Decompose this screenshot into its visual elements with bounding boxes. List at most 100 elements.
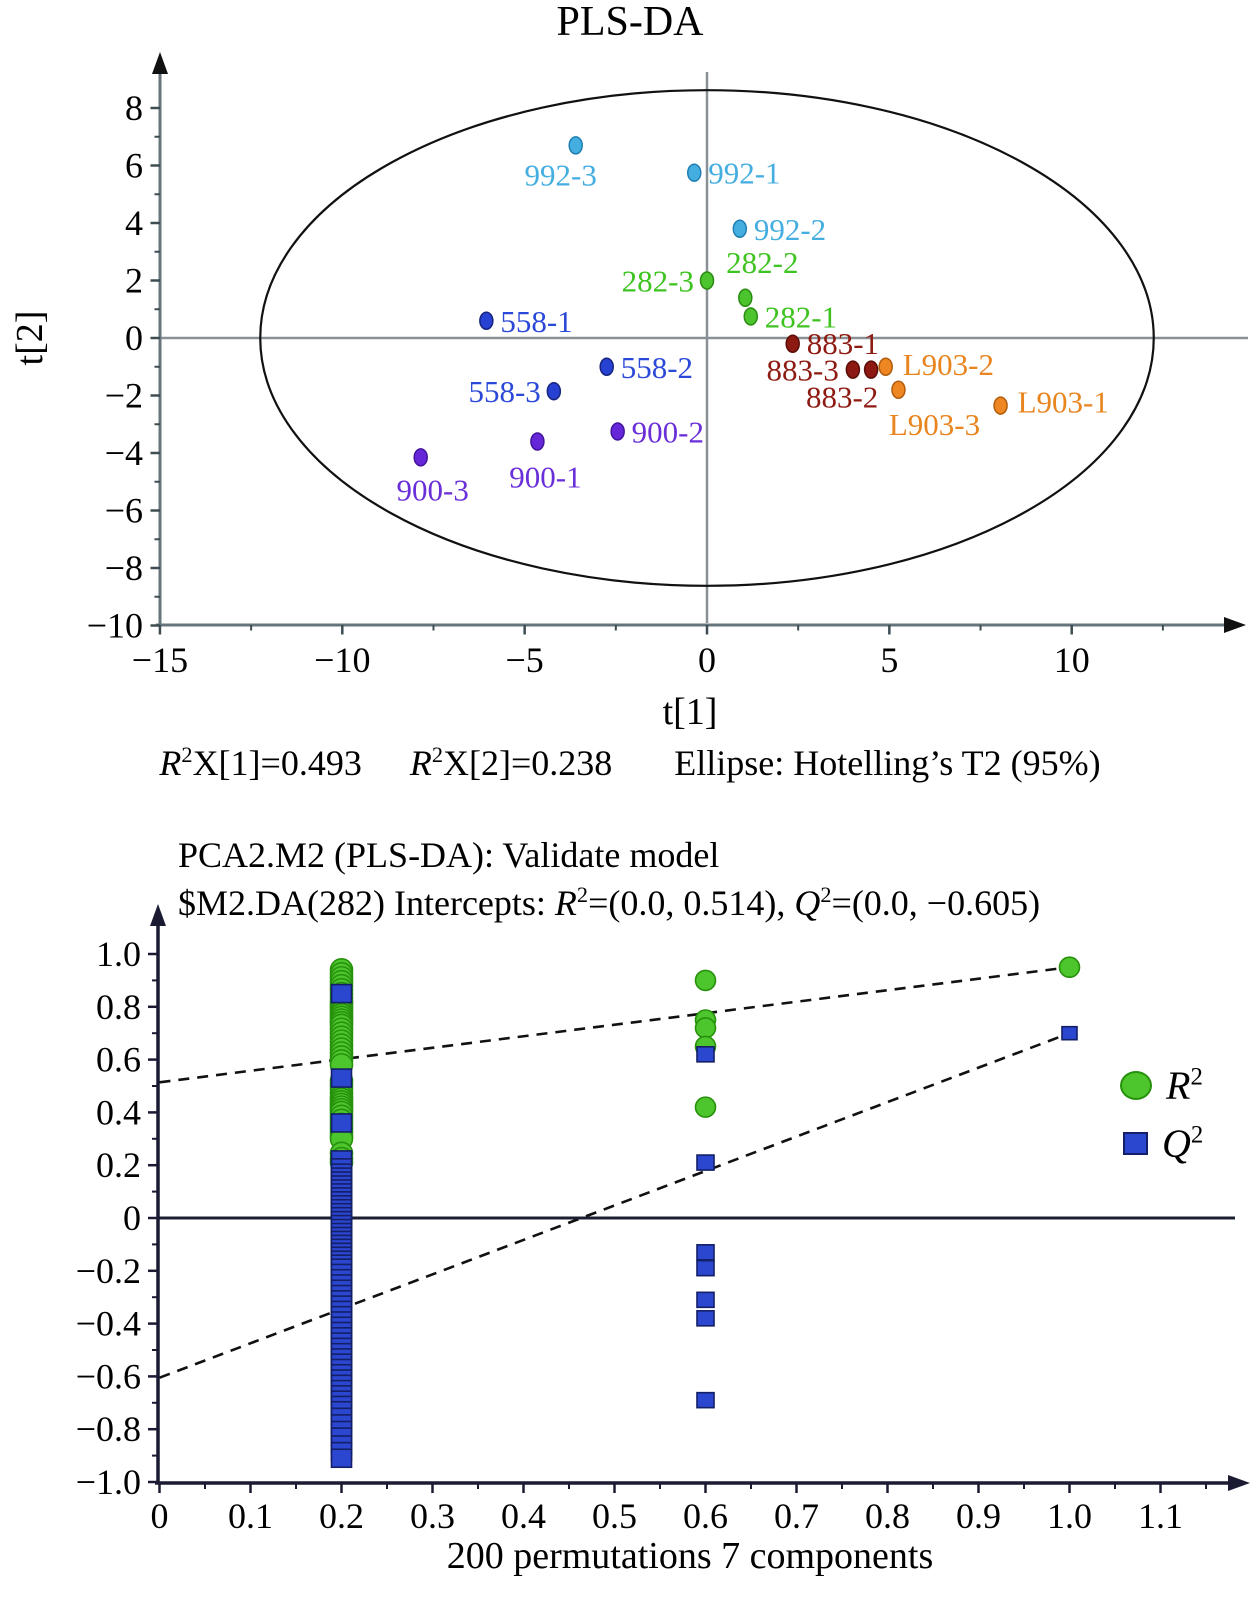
plot1-subtitle: R2X[1]=0.493 R2X[2]=0.238 Ellipse: Hotelli… xyxy=(0,742,1260,784)
plot1-y-tick-label: −4 xyxy=(105,433,143,473)
plot1-y-tick-label: −6 xyxy=(105,491,143,531)
point-label-L903-1: L903-1 xyxy=(1018,385,1109,420)
point-label-558-1: 558-1 xyxy=(500,304,572,339)
plot2-y-tick-label: 0.8 xyxy=(96,987,141,1027)
data-point-900-1 xyxy=(530,432,545,451)
q2-point xyxy=(696,1154,715,1171)
plot1-y-tick-label: 0 xyxy=(125,318,143,358)
hotelling-t2-ellipse xyxy=(259,89,1155,587)
data-point-992-2 xyxy=(732,219,748,238)
point-label-282-3: 282-3 xyxy=(622,264,694,299)
plot2-xlabel: 200 permutations 7 components xyxy=(446,1535,934,1577)
plot1-x-axis-title: t[1] xyxy=(663,691,718,733)
point-label-L903-3: L903-3 xyxy=(889,407,980,442)
q2-point xyxy=(330,983,353,1004)
point-label-900-1: 900-1 xyxy=(509,460,581,495)
legend-item-q2: Q2 xyxy=(1120,1114,1203,1172)
data-point-558-1 xyxy=(479,311,494,330)
data-point-900-3 xyxy=(413,448,428,467)
plot2-x-tick-label: 0.3 xyxy=(410,1496,455,1536)
q2-point xyxy=(330,1113,353,1133)
q2-point xyxy=(696,1310,715,1327)
plot1-y-tick-label: −10 xyxy=(87,606,143,646)
point-label-558-2: 558-2 xyxy=(621,350,693,385)
legend-item-r2: R2 xyxy=(1120,1056,1203,1114)
data-point-L903-2 xyxy=(878,357,893,376)
q2-point xyxy=(330,1448,353,1469)
ellipse-note: Ellipse: Hotelling’s T2 (95%) xyxy=(674,743,1101,783)
point-label-992-1: 992-1 xyxy=(708,156,780,191)
q2-point xyxy=(330,1068,353,1088)
data-point-883-1 xyxy=(785,334,800,353)
point-label-883-1: 883-1 xyxy=(807,326,879,361)
point-label-L903-2: L903-2 xyxy=(903,347,994,382)
q2-point xyxy=(696,1244,715,1261)
plot2-x-tick-label: 1.1 xyxy=(1138,1496,1183,1536)
plot2-x-axis-arrow-icon xyxy=(1228,1475,1250,1491)
data-point-558-3 xyxy=(546,381,562,401)
r2-regression-dashed-line xyxy=(159,965,1070,1084)
plot2-x-tick-label: 1.0 xyxy=(1047,1496,1092,1536)
plot2-x-tick-label: 0.5 xyxy=(592,1496,637,1536)
plot2-x-tick-label: 0.4 xyxy=(501,1496,546,1536)
legend-r2-label: R2 xyxy=(1166,1062,1203,1108)
plot1-y-axis-title: t[2] xyxy=(9,311,51,366)
plot2-x-tick-label: 0 xyxy=(151,1496,169,1536)
plot1-y-tick-label: −8 xyxy=(105,548,143,588)
point-label-282-2: 282-2 xyxy=(726,245,798,280)
data-point-L903-1 xyxy=(993,396,1008,415)
point-label-883-3: 883-3 xyxy=(767,353,839,388)
point-label-558-3: 558-3 xyxy=(468,374,540,409)
plot1-x-tick-label: 10 xyxy=(1054,640,1090,680)
plot2-y-tick-label: 1.0 xyxy=(96,934,141,974)
plot2-y-tick-label: 0.4 xyxy=(96,1092,141,1132)
plot2-y-tick-label: −0.6 xyxy=(76,1356,141,1396)
point-label-992-3: 992-3 xyxy=(525,157,597,192)
data-point-282-2 xyxy=(738,288,753,307)
plot1-y-tick-label: 4 xyxy=(125,203,143,243)
plot1-y-tick-label: 6 xyxy=(125,146,143,186)
plot1-y-tick-label: 2 xyxy=(125,261,143,301)
plot2-x-tick-label: 0.8 xyxy=(865,1496,910,1536)
q2-square-marker-icon xyxy=(1123,1131,1148,1155)
q2-point xyxy=(696,1391,715,1409)
point-label-992-2: 992-2 xyxy=(754,212,826,247)
plot1-x-tick-label: 5 xyxy=(880,640,898,680)
q2-point xyxy=(1061,1025,1078,1041)
q2-point xyxy=(696,1046,715,1063)
plot2-x-tick-label: 0.7 xyxy=(774,1496,819,1536)
point-label-883-2: 883-2 xyxy=(806,380,878,415)
q2-point xyxy=(696,1259,715,1277)
plot2-y-tick-label: 0.6 xyxy=(96,1040,141,1080)
point-label-900-3: 900-3 xyxy=(397,472,469,507)
plot2-x-tick-label: 0.1 xyxy=(228,1496,273,1536)
plot2-y-tick-label: −0.4 xyxy=(76,1304,141,1344)
plot2-y-axis-arrow-icon xyxy=(150,904,166,926)
r2-point xyxy=(694,969,717,992)
r2-point xyxy=(694,1096,717,1118)
point-label-900-2: 900-2 xyxy=(632,414,704,449)
plot1-y-tick-label: 8 xyxy=(125,88,143,128)
plot2-y-tick-label: −1.0 xyxy=(76,1462,141,1502)
data-point-883-3 xyxy=(845,360,861,379)
q2-point xyxy=(696,1291,715,1309)
plot2-y-tick-label: 0.2 xyxy=(96,1145,141,1185)
data-point-992-3 xyxy=(568,136,583,155)
data-point-883-2 xyxy=(863,360,879,379)
plot1-y-axis-arrow-icon xyxy=(152,52,168,74)
plot1-x-tick-label: −15 xyxy=(132,640,188,680)
point-label-282-1: 282-1 xyxy=(765,299,837,334)
plot1-x-axis-arrow-icon xyxy=(1224,617,1246,633)
data-point-282-1 xyxy=(743,307,759,326)
legend-q2-label: Q2 xyxy=(1162,1120,1204,1166)
plot2-x-tick-label: 0.9 xyxy=(956,1496,1001,1536)
plot1-x-tick-label: −10 xyxy=(314,640,370,680)
plot2-title-line1: PCA2.M2 (PLS-DA): Validate model xyxy=(178,835,720,875)
r2x2-stat: R2X[2]=0.238 xyxy=(409,742,613,783)
data-point-900-2 xyxy=(610,422,625,441)
plot2-title-line2: $M2.DA(282) Intercepts: R2=(0.0, 0.514),… xyxy=(178,882,1041,923)
data-point-992-1 xyxy=(686,163,702,182)
plot2-x-tick-label: 0.6 xyxy=(683,1496,728,1536)
